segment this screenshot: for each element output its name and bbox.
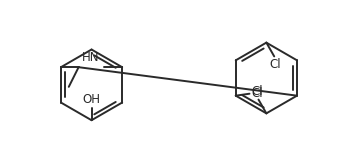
Text: Cl: Cl (252, 85, 263, 98)
Text: OH: OH (83, 93, 101, 106)
Text: Cl: Cl (251, 87, 263, 100)
Text: HN: HN (82, 51, 99, 64)
Text: Cl: Cl (269, 58, 281, 71)
